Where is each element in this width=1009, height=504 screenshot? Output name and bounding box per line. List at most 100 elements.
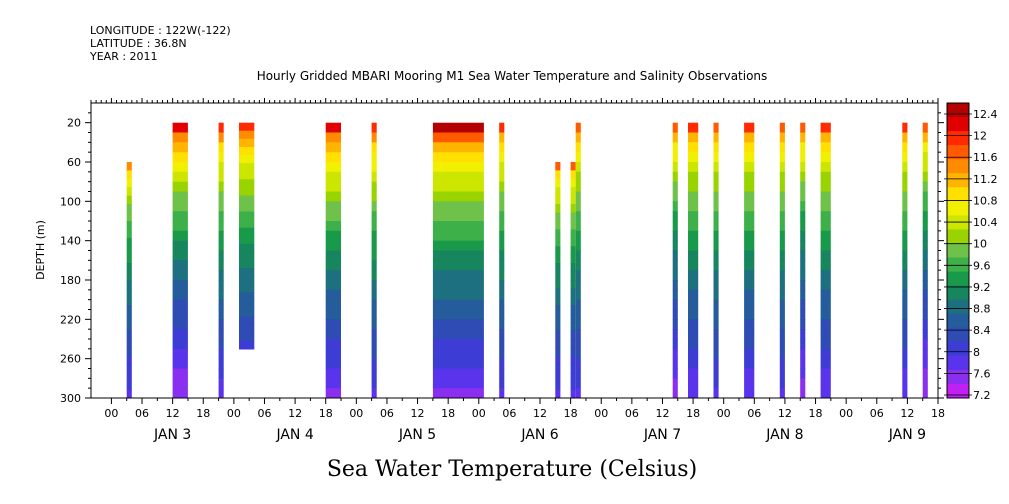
profile-cell [713,289,719,301]
profile-cell [575,201,581,212]
profile-cell [688,289,699,301]
profile-cell [800,132,806,143]
profile-cell [218,348,224,360]
profile-cell [432,270,484,281]
profile-cell [713,230,719,242]
colorbar-swatch [947,257,969,272]
profile-cell [820,299,831,311]
profile-cell [172,358,188,370]
profile-cell [432,339,484,350]
profile-cell [371,152,377,163]
profile-cell [800,191,806,202]
profile-cell [499,162,505,173]
profile-cell [218,171,224,183]
profile-cell [172,319,188,330]
profile-cell [672,211,678,222]
profile-cell [672,339,678,350]
profile-cell [922,309,928,320]
profile-cell [499,122,505,134]
profile-cell [172,152,188,163]
profile-cell [218,270,224,281]
profile-cell [688,280,699,291]
x-tick-label: 00 [594,407,608,420]
profile-cell [922,378,928,389]
colorbar: 12.4 12 11.6 11.2 10.8 10.4 10 9.6 9.2 8.8 8.4 8 7.6… [944,102,998,402]
profile-cell [800,309,806,320]
x-tick-label: 00 [227,407,241,420]
profile-cell [744,201,755,212]
profile-cell [713,329,719,340]
profile-cell [239,308,255,318]
profile-cell [239,130,255,140]
profile-cell [779,152,785,163]
profile-cell [902,319,908,330]
y-tick-label: 20 [67,117,81,130]
profile-cell [800,358,806,370]
profile-cell [779,230,785,242]
profile-cell [820,142,831,153]
profile-cell [922,142,928,153]
x-tick-label: 18 [931,407,945,420]
profile-cell [325,201,341,212]
profile-cell [325,221,341,232]
profile-cell [432,230,484,242]
profile-cell [800,280,806,291]
profile-cell [218,142,224,153]
profile-cell [902,329,908,340]
profile-cell [575,132,581,143]
profile-cell [325,250,341,261]
profile-cell [172,171,188,183]
profile-cell [432,250,484,261]
profile-cell [325,329,341,340]
x-tick-label: 18 [809,407,823,420]
profile-cell [744,260,755,271]
profile-cell [713,250,719,261]
profile-cell [744,171,755,183]
y-tick-label: 60 [67,156,81,169]
profile-bar-19 [902,122,908,398]
profile-cell [126,372,132,382]
colorbar-swatch [947,285,969,301]
profile-cell [555,313,561,323]
profile-cell [902,162,908,173]
profile-cell [902,181,908,193]
profile-cell [672,378,678,389]
profile-cell [744,339,755,350]
profile-cell [779,142,785,153]
profile-cell [779,250,785,261]
profile-cell [800,171,806,183]
profile-bar-8 [499,122,505,398]
profile-cell [922,250,928,261]
colorbar-swatch [947,355,969,371]
profile-bar-11 [575,122,581,398]
profile-cell [713,152,719,163]
profile-cell [744,240,755,252]
profile-cell [555,339,561,348]
x-tick-label: 18 [441,407,455,420]
profile-cell [239,316,255,326]
profile-cell [371,240,377,252]
profile-cell [172,270,188,281]
profile-cell [172,388,188,398]
profile-cell [575,280,581,291]
profile-cell [499,260,505,271]
colorbar-tick-label: 8.4 [973,324,991,337]
x-tick-label: 00 [104,407,118,420]
profile-bar-16 [779,122,785,398]
x-day-label: JAN 5 [398,427,436,443]
profile-cell [922,211,928,222]
profile-cell [820,309,831,320]
profile-cell [713,339,719,350]
profile-cell [922,191,928,202]
profile-cell [672,250,678,261]
profile-cell [672,348,678,360]
colorbar-tick-label: 11.6 [973,151,998,164]
profile-cell [570,280,576,289]
x-tick-label: 06 [625,407,639,420]
profile-cell [126,296,132,306]
colorbar-tick-label: 9.2 [973,281,991,294]
profile-cell [672,181,678,193]
profile-cell [172,348,188,360]
profile-cell [239,243,255,253]
axes: 20 60 100 140 180 220 260 300 00 06 12 18 00 06 12 18 00… [60,98,945,443]
